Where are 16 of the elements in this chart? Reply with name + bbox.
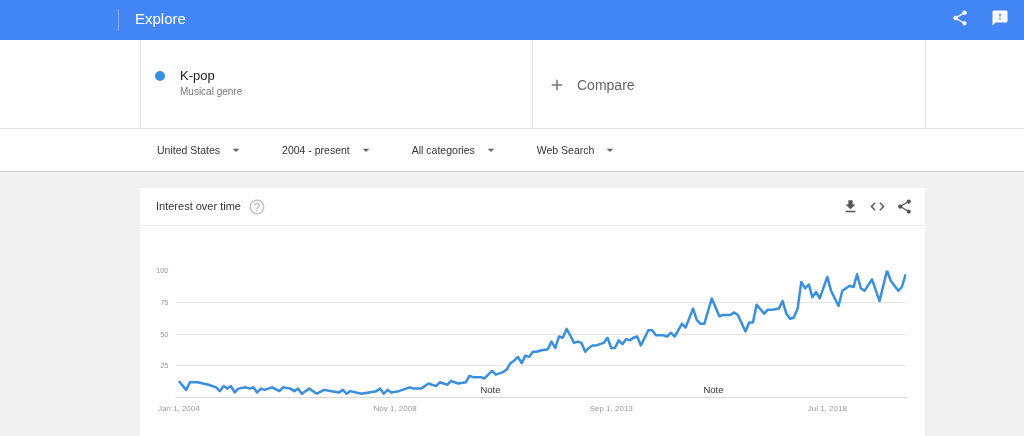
x-tick-label: Sep 1, 2013 [589,403,634,413]
annotation: Note [703,383,724,395]
text: Musical genre [180,86,243,98]
chart-title: Interest over time [156,200,241,214]
text: 2004 - present [282,142,351,158]
text: Explore [135,10,186,28]
text: Web Search [536,142,596,158]
x-tick-label: Nov 1, 2008 [373,403,418,413]
x-tick-label: Jul 1, 2018 [807,403,848,413]
annotation: Note [480,383,501,395]
text: Compare [577,76,635,94]
x-tick-label: Jan 1, 2004 [157,403,201,413]
legend-label: K-pop [180,68,215,84]
text: United States [157,142,222,158]
line-series [177,270,907,395]
text: All categories [411,142,476,158]
